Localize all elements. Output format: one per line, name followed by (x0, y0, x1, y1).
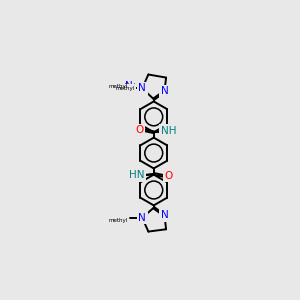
Text: O: O (135, 125, 143, 135)
Text: N: N (161, 86, 168, 96)
Text: N: N (161, 210, 168, 220)
Text: N: N (138, 213, 146, 223)
Text: N: N (138, 83, 146, 93)
Text: N: N (125, 81, 133, 91)
Text: N: N (161, 210, 168, 220)
Text: N: N (161, 86, 168, 96)
Text: HN: HN (129, 170, 145, 180)
Text: O: O (164, 171, 172, 181)
Text: HN: HN (129, 170, 145, 180)
Text: O: O (135, 125, 143, 135)
Text: N: N (138, 213, 146, 223)
Text: NH: NH (160, 126, 176, 136)
Text: methyl: methyl (116, 83, 136, 94)
Text: N: N (138, 213, 146, 223)
Text: methyl: methyl (116, 86, 135, 91)
Text: methyl: methyl (108, 218, 128, 223)
Text: O: O (164, 171, 172, 181)
Text: methyl: methyl (108, 83, 128, 88)
Text: N: N (138, 83, 146, 93)
Text: N: N (138, 83, 146, 93)
Text: N: N (161, 86, 168, 96)
Text: NH: NH (160, 126, 176, 136)
Text: N: N (161, 210, 168, 220)
